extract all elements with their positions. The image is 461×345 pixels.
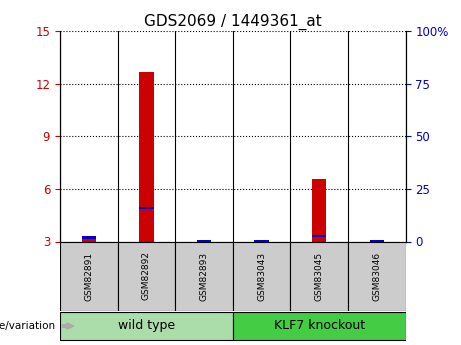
- Text: genotype/variation: genotype/variation: [0, 321, 55, 331]
- Bar: [197, 240, 211, 243]
- Bar: [82, 239, 96, 241]
- Bar: [60, 312, 233, 340]
- Bar: [175, 241, 233, 310]
- Text: GSM82891: GSM82891: [84, 252, 93, 300]
- Bar: [312, 235, 326, 237]
- Bar: [139, 207, 154, 209]
- Text: wild type: wild type: [118, 319, 175, 332]
- Bar: [139, 72, 154, 242]
- Bar: [290, 241, 348, 310]
- Bar: [254, 240, 269, 243]
- Bar: [348, 241, 406, 310]
- Bar: [82, 236, 96, 239]
- Text: KLF7 knockout: KLF7 knockout: [274, 319, 365, 332]
- Title: GDS2069 / 1449361_at: GDS2069 / 1449361_at: [144, 13, 322, 30]
- Bar: [233, 312, 406, 340]
- Text: GSM82892: GSM82892: [142, 252, 151, 300]
- Text: GSM83043: GSM83043: [257, 252, 266, 300]
- Text: GSM83045: GSM83045: [315, 252, 324, 300]
- Bar: [370, 240, 384, 243]
- Bar: [312, 179, 326, 242]
- Bar: [118, 241, 175, 310]
- Text: GSM82893: GSM82893: [200, 252, 208, 300]
- Bar: [233, 241, 290, 310]
- Bar: [60, 241, 118, 310]
- Text: GSM83046: GSM83046: [372, 252, 381, 300]
